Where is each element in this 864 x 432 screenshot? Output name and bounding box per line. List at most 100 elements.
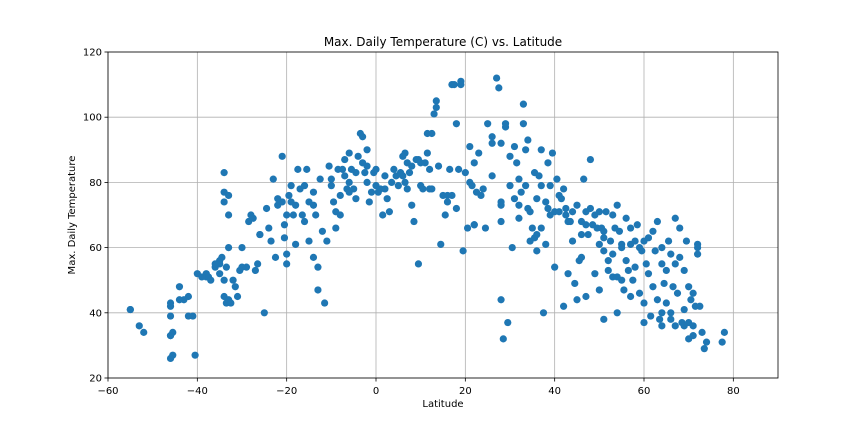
data-point <box>673 289 682 297</box>
data-point <box>656 315 664 323</box>
data-point <box>327 182 335 190</box>
data-point <box>568 208 577 216</box>
data-point <box>443 198 452 206</box>
data-point <box>638 247 646 255</box>
data-point <box>280 234 289 242</box>
y-tick-label: 40 <box>89 308 102 319</box>
data-point <box>633 221 641 229</box>
data-point <box>573 296 581 304</box>
data-point <box>479 185 487 193</box>
data-point <box>338 165 347 173</box>
x-tick-label: 60 <box>638 386 651 397</box>
data-point <box>600 247 608 255</box>
data-point <box>140 328 148 336</box>
data-point <box>615 227 624 235</box>
data-point <box>470 221 478 229</box>
data-point <box>720 328 729 336</box>
plot-frame <box>107 51 779 379</box>
y-tick-label: 100 <box>83 113 102 124</box>
data-point <box>231 283 239 291</box>
data-point <box>627 224 635 232</box>
data-point <box>126 305 134 314</box>
data-point <box>450 81 458 89</box>
data-point <box>220 198 228 206</box>
data-point <box>600 227 608 235</box>
data-point <box>336 211 344 219</box>
data-point <box>560 302 568 310</box>
data-point <box>622 257 630 265</box>
data-point <box>497 139 505 147</box>
data-point <box>166 354 175 363</box>
data-point <box>278 152 286 160</box>
y-tick-label: 120 <box>83 48 102 59</box>
data-point <box>452 120 460 128</box>
x-tick-label: −60 <box>97 386 118 397</box>
data-point <box>287 182 295 190</box>
data-point <box>519 100 528 108</box>
data-point <box>586 204 595 213</box>
data-point <box>379 211 387 219</box>
x-tick-label: −40 <box>187 386 208 397</box>
data-point <box>218 253 226 261</box>
data-point <box>595 286 603 294</box>
data-point <box>497 296 505 304</box>
data-point <box>680 322 688 330</box>
data-point <box>345 178 353 186</box>
data-point <box>553 175 561 183</box>
data-point <box>309 201 318 209</box>
data-point <box>542 198 550 206</box>
data-point <box>631 263 639 271</box>
data-point <box>198 273 206 281</box>
data-point <box>544 204 552 213</box>
data-point <box>667 309 675 317</box>
data-point <box>515 214 523 222</box>
data-point <box>481 224 490 232</box>
data-point <box>519 120 528 128</box>
data-point <box>591 270 599 278</box>
data-point <box>475 149 483 157</box>
data-point <box>271 253 280 261</box>
data-point <box>292 240 300 248</box>
data-point <box>314 263 322 271</box>
data-point <box>658 309 666 317</box>
data-point <box>524 136 532 144</box>
data-point <box>189 312 197 320</box>
data-point <box>430 110 438 118</box>
data-point <box>341 172 349 180</box>
data-point <box>365 198 373 206</box>
data-point <box>562 204 570 213</box>
data-point <box>289 211 297 219</box>
data-point <box>515 175 523 183</box>
data-point <box>298 211 306 219</box>
data-point <box>618 276 626 284</box>
data-point <box>689 332 697 340</box>
data-point <box>627 292 635 301</box>
data-point <box>604 257 612 265</box>
data-point <box>566 217 574 226</box>
data-point <box>609 211 617 219</box>
data-point <box>694 250 702 258</box>
data-point <box>499 335 507 343</box>
data-point <box>421 159 429 167</box>
data-point <box>568 237 577 245</box>
data-point <box>613 201 621 209</box>
data-point <box>166 332 175 340</box>
axis-ticks: −60 −40 −20 0 20 40 60 80 20 40 60 80 100 120 <box>83 48 740 398</box>
data-point <box>359 133 367 141</box>
data-point <box>517 188 525 196</box>
data-point <box>571 279 579 288</box>
data-point <box>582 292 590 301</box>
data-point <box>676 253 684 261</box>
data-point <box>363 178 371 186</box>
data-point <box>383 195 391 203</box>
x-tick-label: −20 <box>276 386 297 397</box>
data-point <box>649 227 657 235</box>
data-point <box>510 195 519 203</box>
data-point <box>528 224 536 232</box>
data-point <box>283 260 291 268</box>
data-point <box>577 253 586 261</box>
x-tick-label: 20 <box>459 386 472 397</box>
data-point <box>557 195 565 203</box>
data-point <box>262 204 271 213</box>
data-point <box>305 237 313 245</box>
